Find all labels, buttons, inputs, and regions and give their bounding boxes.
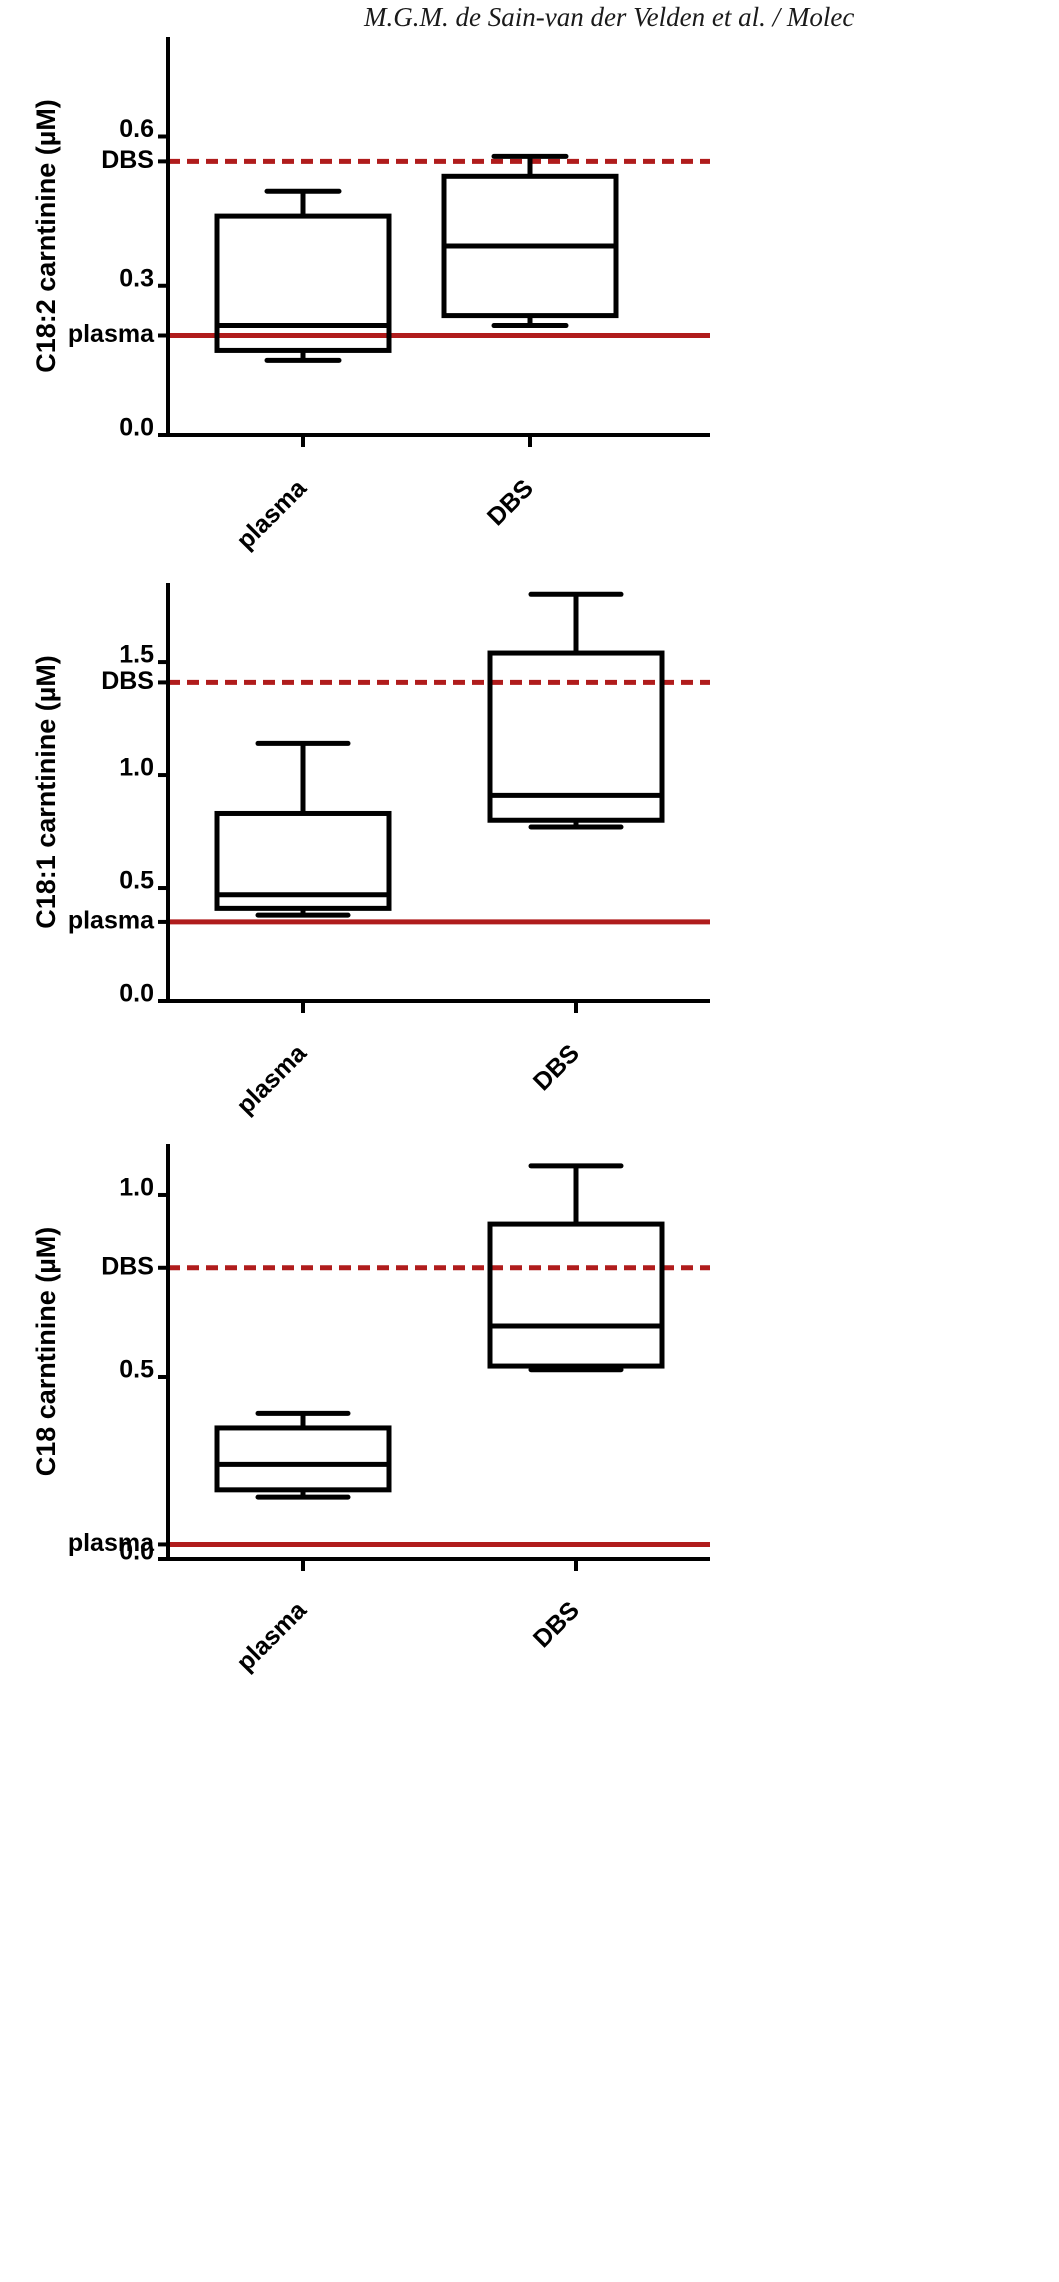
reference-line-label: plasma [68, 320, 155, 348]
box-iqr [487, 650, 665, 823]
reference-line-label: DBS [101, 667, 154, 695]
box-iqr [214, 1425, 392, 1493]
y-axis-label: C18 carntinine (µM) [31, 1227, 61, 1477]
box-iqr [487, 1221, 665, 1369]
box-plasma [214, 188, 392, 363]
x-category-label: DBS [528, 1596, 585, 1653]
chart-panel: C18 carntinine (µM) DBSplasma0.00.51.0pla… [31, 1144, 710, 1677]
chart-panel: C18:1 carntinine (µM) DBS plasma 0.0 0.5 1.0 1… [31, 583, 710, 1120]
y-tick-label: 0.0 [119, 414, 154, 442]
chart-panel: C18:2 carntinine (µM) DBS plasma 0.0 0.3 0.6 p… [31, 37, 710, 555]
box-DBS [487, 591, 665, 830]
x-category-label: plasma [231, 1595, 312, 1676]
reference-line-label: DBS [101, 1252, 154, 1280]
x-category-label: plasma [231, 473, 312, 554]
y-tick-label: 1.0 [119, 1174, 154, 1202]
y-tick-label: 0.5 [119, 1356, 154, 1384]
box-DBS [441, 153, 619, 329]
y-tick-label: 0.0 [119, 1538, 154, 1566]
box-iqr [214, 213, 392, 353]
x-category-label: DBS [482, 474, 539, 531]
box-plasma [214, 740, 392, 918]
y-tick-label: 1.5 [119, 641, 154, 669]
reference-line-label: plasma [68, 1529, 155, 1557]
y-tick-label: 0.0 [119, 980, 154, 1008]
y-tick-label: 1.0 [119, 754, 154, 782]
box-DBS [487, 1163, 665, 1373]
x-category-label: DBS [528, 1039, 585, 1096]
y-tick-label: 0.6 [119, 115, 154, 143]
page-header-text: M.G.M. de Sain-van der Velden et al. / M… [364, 2, 855, 32]
reference-line-label: plasma [68, 907, 155, 935]
y-tick-label: 0.5 [119, 867, 154, 895]
y-tick-label: 0.3 [119, 264, 154, 292]
box-iqr [214, 810, 392, 911]
box-plasma [214, 1410, 392, 1500]
x-category-label: plasma [231, 1038, 312, 1119]
y-axis-label: C18:1 carntinine (µM) [31, 655, 61, 929]
y-axis-label: C18:2 carntinine (µM) [31, 99, 61, 373]
reference-line-label: DBS [101, 146, 154, 174]
